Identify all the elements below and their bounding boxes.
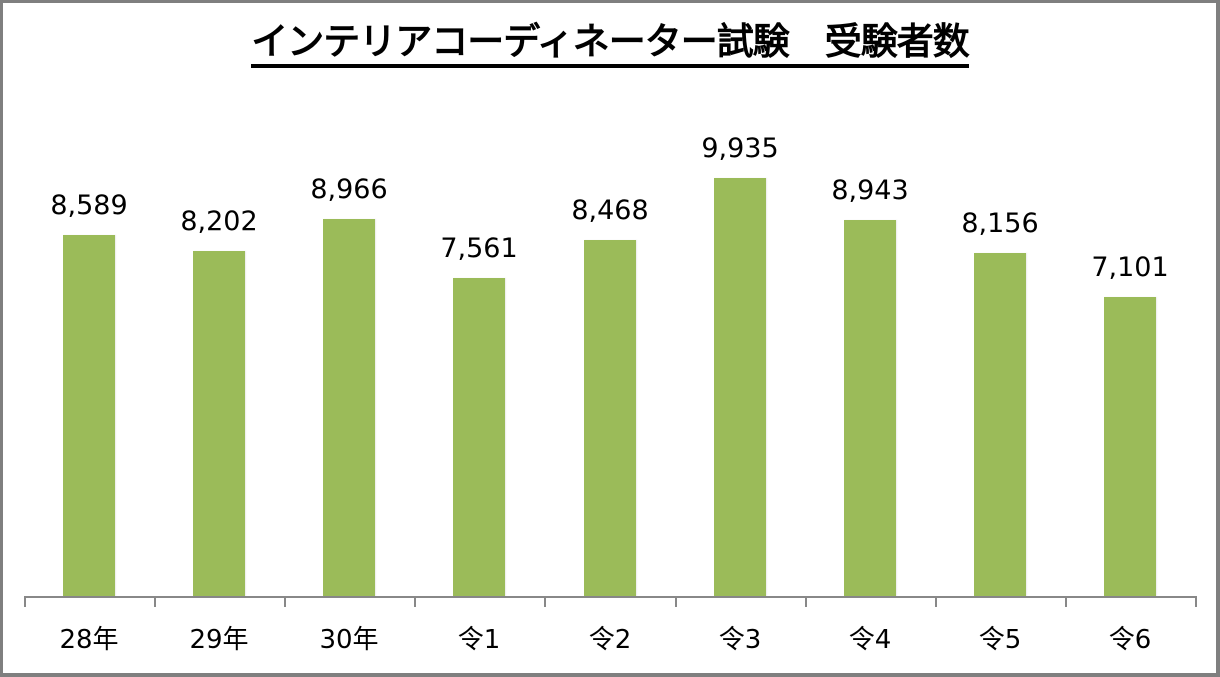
data-label: 8,966 bbox=[310, 174, 388, 205]
bar bbox=[714, 178, 766, 596]
category-label: 令2 bbox=[588, 625, 632, 655]
category-label: 30年 bbox=[319, 625, 379, 655]
x-axis-tick bbox=[154, 596, 156, 607]
x-axis-tick bbox=[24, 596, 26, 607]
data-label: 9,935 bbox=[701, 133, 779, 164]
bar bbox=[1104, 297, 1156, 596]
data-label: 8,468 bbox=[571, 195, 649, 226]
bar bbox=[323, 219, 375, 596]
data-label: 7,101 bbox=[1091, 252, 1169, 283]
category-label: 令6 bbox=[1108, 625, 1152, 655]
data-label: 8,202 bbox=[180, 206, 258, 237]
bar bbox=[453, 278, 505, 596]
x-axis-tick bbox=[284, 596, 286, 607]
chart-title-text: インテリアコーディネーター試験 受験者数 bbox=[251, 20, 970, 68]
chart-title: インテリアコーディネーター試験 受験者数 bbox=[0, 20, 1220, 68]
category-label: 令1 bbox=[457, 625, 501, 655]
data-label: 7,561 bbox=[440, 233, 518, 264]
category-label: 令5 bbox=[978, 625, 1022, 655]
category-label: 令3 bbox=[718, 625, 762, 655]
category-label: 29年 bbox=[189, 625, 249, 655]
x-axis-tick bbox=[935, 596, 937, 607]
data-label: 8,156 bbox=[961, 208, 1039, 239]
data-label: 8,943 bbox=[831, 175, 909, 206]
bar bbox=[193, 251, 245, 596]
data-label: 8,589 bbox=[50, 190, 128, 221]
x-axis-tick bbox=[414, 596, 416, 607]
x-axis-tick bbox=[805, 596, 807, 607]
x-axis-tick bbox=[675, 596, 677, 607]
x-axis-line bbox=[24, 596, 1197, 598]
category-label: 28年 bbox=[59, 625, 119, 655]
bar bbox=[584, 240, 636, 596]
bar bbox=[844, 220, 896, 596]
bar bbox=[974, 253, 1026, 596]
x-axis-tick bbox=[544, 596, 546, 607]
bar bbox=[63, 235, 115, 596]
category-label: 令4 bbox=[848, 625, 892, 655]
x-axis-tick bbox=[1065, 596, 1067, 607]
x-axis-tick bbox=[1195, 596, 1197, 607]
